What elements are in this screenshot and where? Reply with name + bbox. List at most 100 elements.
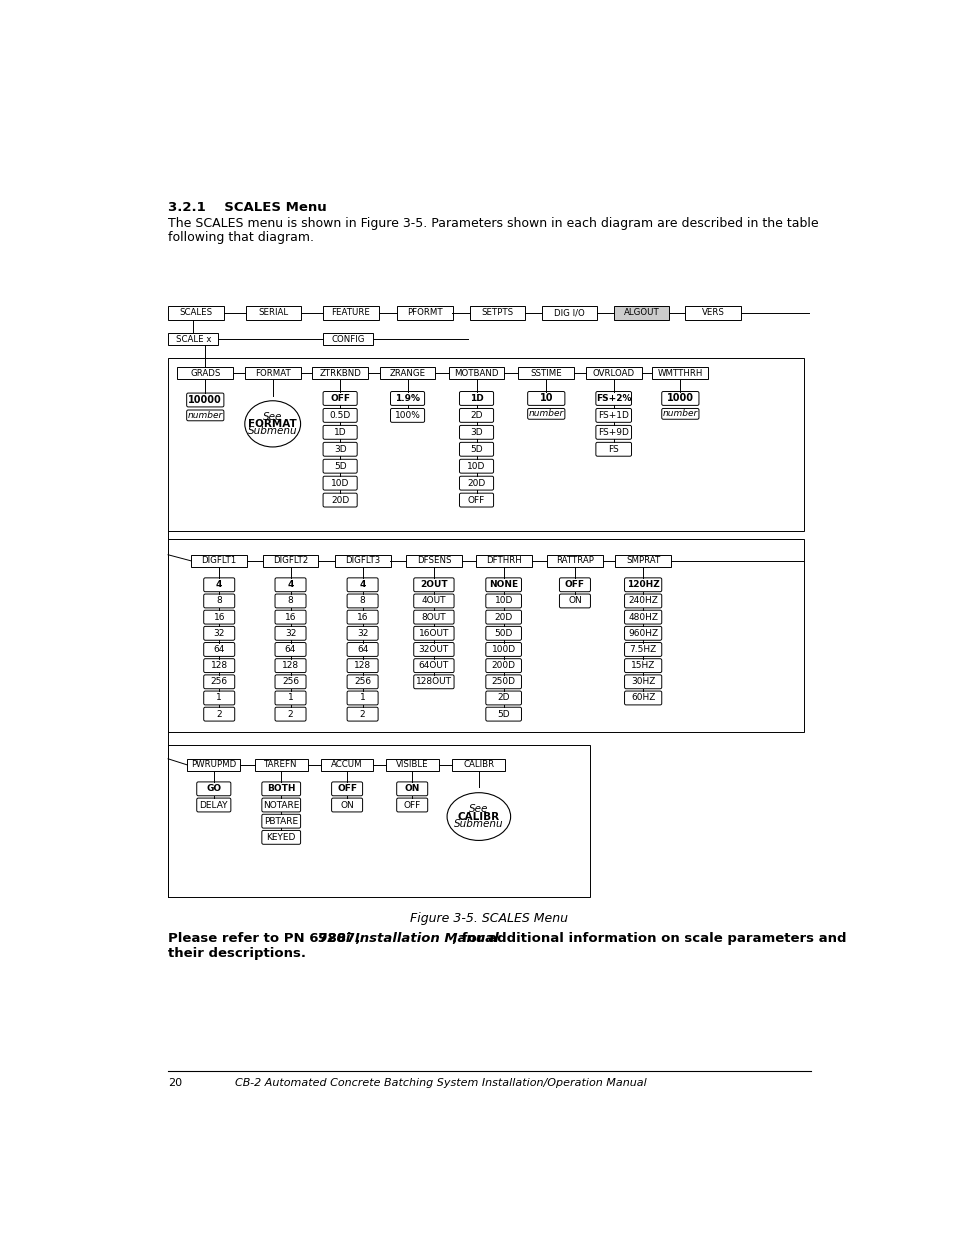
FancyBboxPatch shape [274,692,306,705]
FancyBboxPatch shape [414,578,454,592]
Text: DIGFLT2: DIGFLT2 [273,557,308,566]
FancyBboxPatch shape [347,610,377,624]
Text: See: See [469,804,488,814]
FancyBboxPatch shape [414,610,454,624]
Text: FS+1D: FS+1D [598,411,628,420]
Text: 1: 1 [216,694,222,703]
FancyBboxPatch shape [596,442,631,456]
FancyBboxPatch shape [661,391,699,405]
FancyBboxPatch shape [390,409,424,422]
Text: 2D: 2D [497,694,509,703]
Text: OFF: OFF [467,495,485,505]
Text: 4: 4 [359,580,365,589]
FancyBboxPatch shape [274,610,306,624]
Bar [192,555,247,567]
FancyBboxPatch shape [596,409,631,422]
Text: 3.2.1    SCALES Menu: 3.2.1 SCALES Menu [168,200,327,214]
Text: 250D: 250D [491,677,516,687]
FancyBboxPatch shape [596,391,631,405]
Text: following that diagram.: following that diagram. [168,231,314,243]
Text: VERS: VERS [700,309,723,317]
FancyBboxPatch shape [196,782,231,795]
Text: OVRLOAD: OVRLOAD [592,368,634,378]
Text: OFF: OFF [330,394,350,403]
Text: 16OUT: 16OUT [418,629,449,637]
FancyBboxPatch shape [204,674,234,689]
FancyBboxPatch shape [204,642,234,656]
FancyBboxPatch shape [459,442,493,456]
Text: 20D: 20D [467,479,485,488]
Text: 5D: 5D [470,445,482,453]
Bar [613,306,669,320]
Text: CB-2 Automated Concrete Batching System Installation/Operation Manual: CB-2 Automated Concrete Batching System … [235,1078,646,1088]
Text: number: number [188,411,223,420]
FancyBboxPatch shape [274,658,306,673]
Text: 64: 64 [285,645,295,655]
Text: Please refer to PN 67887,: Please refer to PN 67887, [168,932,365,945]
Text: The SCALES menu is shown in Figure 3-5. Parameters shown in each diagram are des: The SCALES menu is shown in Figure 3-5. … [168,217,818,231]
Text: SSTIME: SSTIME [530,368,561,378]
FancyBboxPatch shape [274,626,306,640]
Bar [585,367,641,379]
Text: FEATURE: FEATURE [332,309,370,317]
FancyBboxPatch shape [558,578,590,592]
Text: NOTARE: NOTARE [263,800,299,809]
Text: 2D: 2D [470,411,482,420]
Text: 120HZ: 120HZ [626,580,659,589]
FancyBboxPatch shape [204,578,234,592]
Text: GO: GO [206,784,221,793]
Text: 7.5HZ: 7.5HZ [629,645,656,655]
FancyBboxPatch shape [485,708,521,721]
Text: 16: 16 [356,613,368,621]
Bar [396,306,452,320]
FancyBboxPatch shape [261,830,300,845]
Text: 1D: 1D [469,394,483,403]
Bar [541,306,597,320]
FancyBboxPatch shape [261,782,300,795]
Text: 240HZ: 240HZ [628,597,658,605]
Text: DIGFLT3: DIGFLT3 [345,557,380,566]
FancyBboxPatch shape [323,459,356,473]
FancyBboxPatch shape [459,459,493,473]
Text: DIG I/O: DIG I/O [554,309,584,317]
FancyBboxPatch shape [527,409,564,419]
Text: OFF: OFF [564,580,584,589]
Text: SERIAL: SERIAL [258,309,288,317]
Text: KEYED: KEYED [266,832,295,842]
FancyBboxPatch shape [274,642,306,656]
Text: SETPTS: SETPTS [481,309,513,317]
Text: 256: 256 [211,677,228,687]
FancyBboxPatch shape [347,594,377,608]
Bar [320,758,373,771]
Text: 20D: 20D [331,495,349,505]
Text: ALGOUT: ALGOUT [623,309,659,317]
FancyBboxPatch shape [204,708,234,721]
Text: DFTHRH: DFTHRH [485,557,521,566]
FancyBboxPatch shape [204,610,234,624]
Text: 128: 128 [211,661,228,671]
FancyBboxPatch shape [558,594,590,608]
Bar [177,367,233,379]
Bar [312,367,368,379]
Text: ON: ON [404,784,419,793]
Text: 64OUT: 64OUT [418,661,449,671]
FancyBboxPatch shape [624,642,661,656]
FancyBboxPatch shape [323,442,356,456]
FancyBboxPatch shape [414,594,454,608]
FancyBboxPatch shape [396,798,427,811]
Text: 2: 2 [216,710,222,719]
Text: 10D: 10D [467,462,485,471]
Bar [476,555,531,567]
FancyBboxPatch shape [596,425,631,440]
FancyBboxPatch shape [414,658,454,673]
Text: Submenu: Submenu [454,819,503,829]
FancyBboxPatch shape [274,578,306,592]
Bar [335,555,390,567]
FancyBboxPatch shape [624,578,661,592]
Text: 10: 10 [539,394,553,404]
Bar [406,555,461,567]
Text: 8: 8 [288,597,294,605]
FancyBboxPatch shape [459,425,493,440]
FancyBboxPatch shape [624,692,661,705]
Text: 32: 32 [356,629,368,637]
